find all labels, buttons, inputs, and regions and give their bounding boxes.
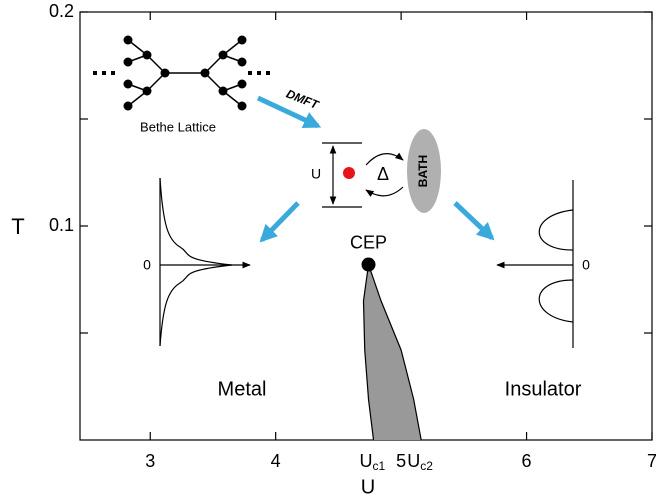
- bath-label: BATH: [416, 155, 430, 187]
- chart: Bethe Lattice DMFT U Δ BATH 0 0 Metal In…: [0, 0, 656, 500]
- x-tick-label: 3: [145, 451, 155, 471]
- bethe-lattice: [93, 36, 270, 111]
- phase-label: Insulator: [505, 378, 582, 400]
- metal-arrow: [262, 203, 298, 240]
- critical-point-label: CEP: [350, 232, 387, 252]
- x-tick-label: 5: [396, 451, 406, 471]
- y-tick-label: 0.2: [49, 1, 74, 21]
- coexistence-region: [363, 265, 421, 440]
- critical-u-sub: c1: [373, 459, 386, 473]
- impurity-sketch: [322, 143, 403, 207]
- x-tick-label: 6: [522, 451, 532, 471]
- x-axis-label: U: [361, 476, 375, 498]
- insulator-arrow: [455, 203, 492, 238]
- y-axis-label: T: [11, 214, 24, 239]
- zero-label: 0: [143, 257, 151, 273]
- critical-u-base: U: [360, 451, 373, 471]
- impurity-site: [343, 167, 355, 179]
- metal-spectrum: [160, 178, 250, 346]
- hybridization-label: Δ: [377, 164, 389, 184]
- interaction-label: U: [311, 166, 321, 182]
- dmft-label: DMFT: [284, 86, 322, 112]
- critical-point: [362, 258, 376, 272]
- critical-u-sub: c2: [420, 459, 433, 473]
- x-tick-label: 7: [647, 451, 656, 471]
- critical-u-base: U: [407, 451, 420, 471]
- phase-label: Metal: [218, 378, 267, 400]
- critical-u-label: Uc2: [407, 451, 433, 473]
- lattice-label: Bethe Lattice: [140, 119, 216, 134]
- x-tick-label: 4: [271, 451, 281, 471]
- insulator-spectrum: [497, 180, 573, 348]
- zero-label: 0: [582, 257, 590, 273]
- critical-u-label: Uc1: [360, 451, 386, 473]
- y-tick-label: 0.1: [49, 215, 74, 235]
